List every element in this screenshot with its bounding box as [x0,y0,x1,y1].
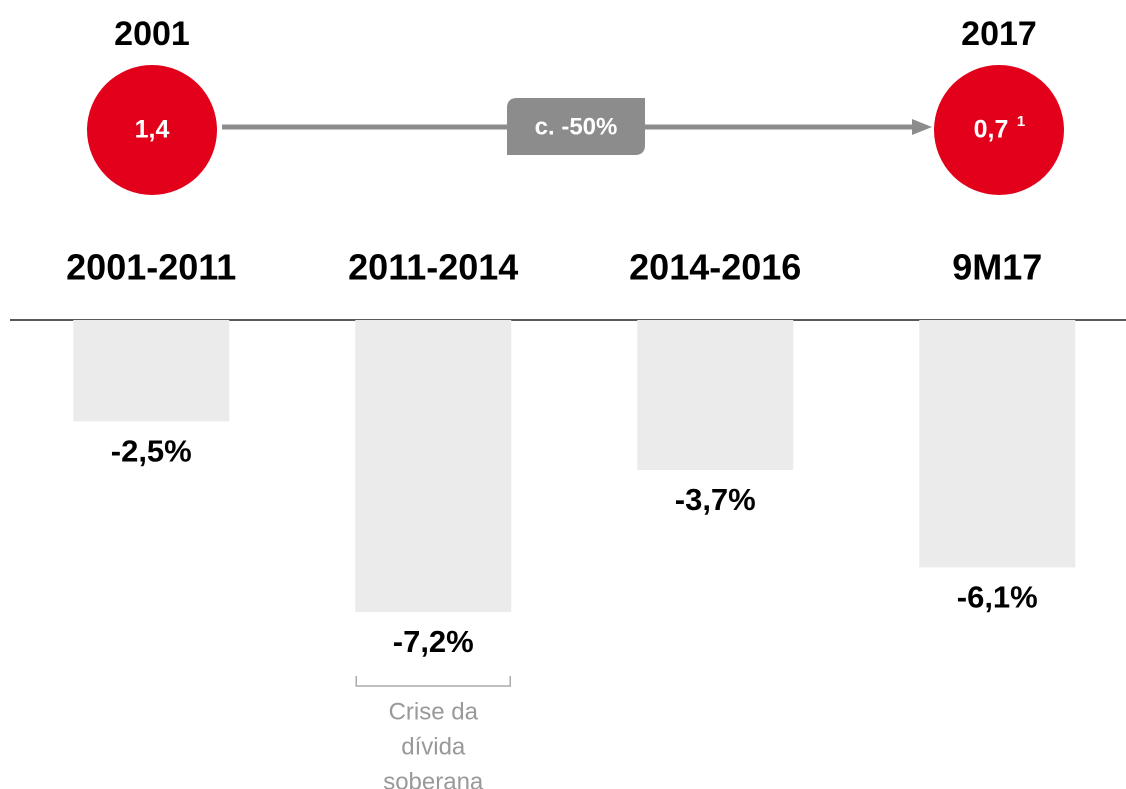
end-circle [934,65,1064,195]
change-label: c. -50% [535,113,618,140]
start-circle [87,65,217,195]
category-label: 2001-2011 [66,247,236,288]
bar [355,320,512,612]
category-label: 2014-2016 [629,247,801,288]
end-year: 2017 [961,15,1037,53]
footnote-mark: 1 [1017,113,1025,130]
bar [919,320,1076,568]
category-label: 2011-2014 [348,247,518,288]
value-label: -3,7% [675,482,756,517]
bar [73,320,230,422]
value-label: -7,2% [393,624,474,659]
bar [637,320,794,471]
change-box [507,98,645,155]
end-value: 0,7 [974,116,1009,144]
category-label: 9M17 [952,247,1042,288]
start-value: 1,4 [135,116,170,144]
start-year: 2001 [114,15,190,53]
bracket [355,676,511,687]
arrow-head [912,119,932,135]
annotation-line: Crise da [389,698,479,725]
value-label: -6,1% [957,580,1038,615]
annotation-line: soberana [383,768,484,789]
annotation-line: dívida [401,733,466,760]
value-label: -2,5% [111,434,192,469]
